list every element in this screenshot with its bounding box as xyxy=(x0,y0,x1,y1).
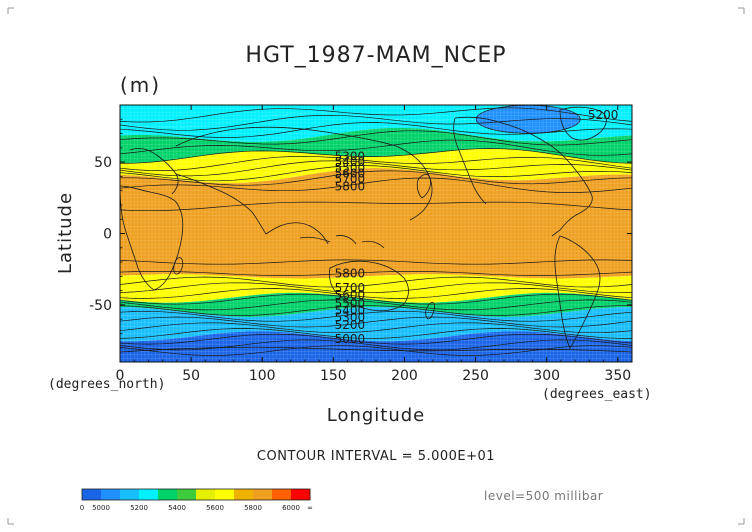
colorbar-swatch-10 xyxy=(272,489,292,500)
band-7 xyxy=(120,307,632,342)
contour-label-0: 5200 xyxy=(588,108,619,122)
contour-labels: 5200530054005500560057005800580057005600… xyxy=(335,108,619,346)
x-tick-label-1: 50 xyxy=(182,368,200,384)
contour-line-1 xyxy=(119,114,633,131)
colorbar-swatch-1 xyxy=(101,489,121,500)
contour-line-14 xyxy=(119,276,633,288)
contour-line-25 xyxy=(119,339,633,351)
x-tick-label-4: 200 xyxy=(391,368,418,384)
contour-line-7 xyxy=(119,160,633,177)
x-axis-title: Longitude xyxy=(327,405,426,426)
contour-line-9 xyxy=(120,170,633,186)
contour-label-2: 5400 xyxy=(335,155,366,169)
band-8 xyxy=(120,331,632,362)
colorbar-swatch-5 xyxy=(177,489,197,500)
contour-interval-text: CONTOUR INTERVAL = 5.000E+01 xyxy=(257,449,495,464)
contour-line-19 xyxy=(119,305,632,316)
colorbar-label-7: ∞ xyxy=(307,504,313,512)
level-text: level=500 millibar xyxy=(484,489,603,503)
y-axis: -50 0 50 xyxy=(89,104,632,363)
contour-line-16 xyxy=(119,288,633,299)
colorbar-label-6: 6000 xyxy=(282,504,300,512)
y-tick-label-1: 0 xyxy=(103,227,112,243)
contour-line-13 xyxy=(119,271,633,276)
contour-line-11 xyxy=(119,201,633,212)
colorbar-label-5: 5800 xyxy=(244,504,262,512)
contour-line-2 xyxy=(119,122,633,138)
band-4 xyxy=(120,168,632,279)
contour-line-12 xyxy=(119,259,633,265)
contour-line-3 xyxy=(119,130,633,146)
units-label: (m) xyxy=(120,73,161,97)
contour-line-15 xyxy=(119,282,633,294)
colorbar-label-4: 5600 xyxy=(206,504,224,512)
contour-label-14: 5000 xyxy=(335,332,366,346)
y-tick-label-0: -50 xyxy=(89,298,112,314)
colorbar-label-3: 5400 xyxy=(168,504,186,512)
plot-area: 5200530054005500560057005800580057005600… xyxy=(89,104,633,384)
contour-label-13: 5200 xyxy=(335,318,366,332)
contour-line-23 xyxy=(119,328,633,339)
contour-line-24 xyxy=(119,333,633,345)
contour-line-18 xyxy=(119,299,633,311)
contour-label-9: 5600 xyxy=(335,288,366,302)
contour-line-26 xyxy=(119,345,633,356)
x-axis: 0 50 100 150 200 250 300 350 xyxy=(116,105,633,384)
contour-line-5 xyxy=(119,148,633,164)
contour-line-21 xyxy=(119,316,633,328)
contour-line-4 xyxy=(119,139,633,156)
x-tick-label-5: 250 xyxy=(462,368,489,384)
chart-title: HGT_1987-MAM_NCEP xyxy=(245,43,506,68)
contour-line-10 xyxy=(119,177,633,193)
contour-line-22 xyxy=(119,322,633,334)
y-axis-title: Latitude xyxy=(55,192,76,274)
contour-label-12: 5300 xyxy=(335,311,366,325)
colorbar-swatch-0 xyxy=(82,489,102,500)
contour-label-3: 5500 xyxy=(335,161,366,175)
band-2 xyxy=(120,127,632,164)
x-tick-label-6: 300 xyxy=(533,368,560,384)
contour-line-8 xyxy=(119,165,633,182)
contour-label-10: 5500 xyxy=(335,296,366,310)
colorbar-swatch-2 xyxy=(120,489,140,500)
x-tick-label-3: 150 xyxy=(320,368,347,384)
contour-label-1: 5300 xyxy=(335,149,366,163)
x-unit-label: (degrees_east) xyxy=(542,387,652,402)
x-tick-label-2: 100 xyxy=(249,368,276,384)
contour-line-20 xyxy=(119,310,633,322)
colorbar-swatch-4 xyxy=(158,489,178,500)
colorbar-swatch-3 xyxy=(139,489,159,500)
band-6 xyxy=(120,292,632,317)
colorbar-label-0: 0 xyxy=(80,504,84,512)
colorbar-swatch-6 xyxy=(196,489,216,500)
colorbar-swatch-7 xyxy=(215,489,235,500)
y-unit-label: (degrees_north) xyxy=(48,377,165,392)
y-tick-label-2: 50 xyxy=(94,155,112,171)
colorbar-swatch-8 xyxy=(234,489,254,500)
band-5 xyxy=(120,274,632,303)
colorbar-swatch-11 xyxy=(291,489,311,500)
contour-label-7: 5800 xyxy=(335,266,366,280)
corner-marks xyxy=(7,7,745,525)
colorbar-swatch-9 xyxy=(253,489,273,500)
coastlines xyxy=(119,106,633,353)
contour-label-6: 5800 xyxy=(335,179,366,193)
colorbar-label-1: 5000 xyxy=(92,504,110,512)
colorbar: 0 5000 5200 5400 5600 5800 6000 ∞ xyxy=(80,488,313,512)
contour-label-11: 5400 xyxy=(335,304,366,318)
contour-lines xyxy=(119,107,633,356)
x-tick-label-0: 0 xyxy=(116,368,125,384)
contour-label-5: 5700 xyxy=(335,172,366,186)
contour-label-8: 5700 xyxy=(335,281,366,295)
contour-label-4: 5600 xyxy=(335,167,366,181)
colorbar-label-2: 5200 xyxy=(130,504,148,512)
contour-line-6 xyxy=(119,155,633,171)
contour-line-17 xyxy=(119,293,633,305)
x-tick-label-7: 350 xyxy=(604,368,631,384)
